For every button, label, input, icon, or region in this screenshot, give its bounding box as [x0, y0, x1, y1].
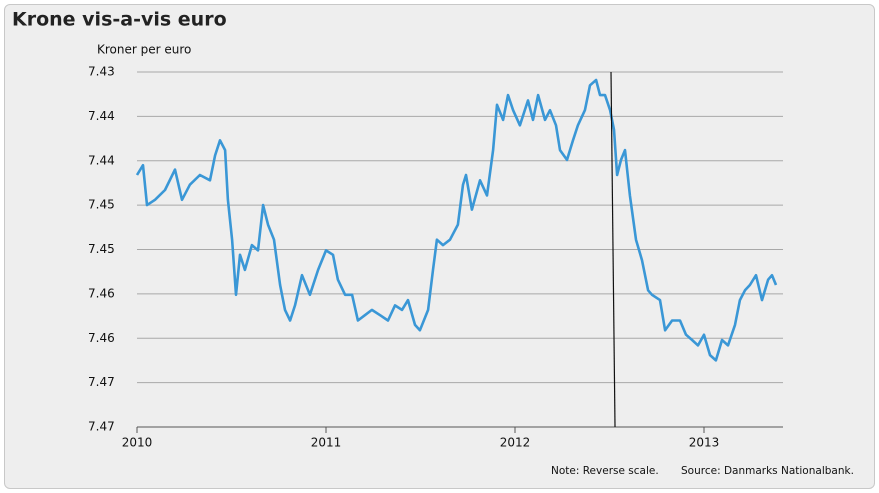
y-tick-label: 7.46: [88, 331, 115, 345]
y-tick-label: 7.47: [88, 375, 115, 389]
y-tick-label: 7.44: [88, 153, 115, 167]
source: Source: Danmarks Nationalbank.: [681, 465, 854, 477]
chart-card: [4, 4, 875, 489]
note: Note: Reverse scale.: [551, 465, 659, 477]
event-line: [610, 71, 616, 428]
y-tick-label: 7.43: [88, 65, 115, 79]
x-tick-label: 2013: [689, 436, 720, 450]
x-tick-label: 2012: [500, 436, 531, 450]
y-tick-label: 7.45: [88, 198, 115, 212]
data-line: [135, 78, 778, 362]
x-tick-label: 2010: [122, 436, 153, 450]
y-tick-label: 7.46: [88, 286, 115, 300]
chart-title: Krone vis-a-vis euro: [12, 9, 227, 31]
y-tick-label: 7.44: [88, 109, 115, 123]
y-tick-label: 7.47: [88, 420, 115, 434]
y-axis-label: Kroner per euro: [97, 43, 191, 57]
x-tick-label: 2011: [311, 436, 342, 450]
y-tick-label: 7.45: [88, 242, 115, 256]
